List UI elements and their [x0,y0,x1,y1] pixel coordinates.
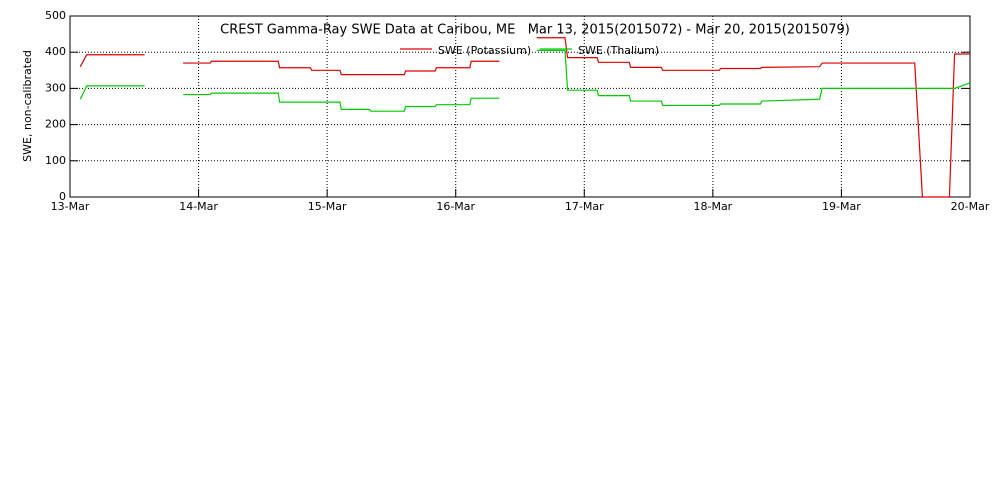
x-tick-label: 15-Mar [308,200,347,213]
legend-label: SWE (Thalium) [578,44,659,57]
x-tick-label: 16-Mar [436,200,475,213]
x-tick-label: 19-Mar [822,200,861,213]
y-tick-label: 100 [45,154,66,167]
y-tick-label: 0 [59,190,66,203]
x-tick-label: 13-Mar [51,200,90,213]
series-line [79,49,971,112]
chart-title: CREST Gamma-Ray SWE Data at Caribou, ME … [220,23,850,38]
y-axis-label: SWE, non-calibrated [21,50,34,162]
series-line [79,37,970,198]
x-tick-label: 14-Mar [179,200,218,213]
x-tick-label: 18-Mar [693,200,732,213]
legend-label: SWE (Potassium) [438,44,531,57]
y-tick-label: 300 [45,81,66,94]
y-tick-label: 500 [45,9,66,22]
x-tick-label: 20-Mar [951,200,990,213]
plot-frame [69,15,971,198]
y-tick-label: 200 [45,118,66,131]
y-tick-label: 400 [45,45,66,58]
x-tick-label: 17-Mar [565,200,604,213]
